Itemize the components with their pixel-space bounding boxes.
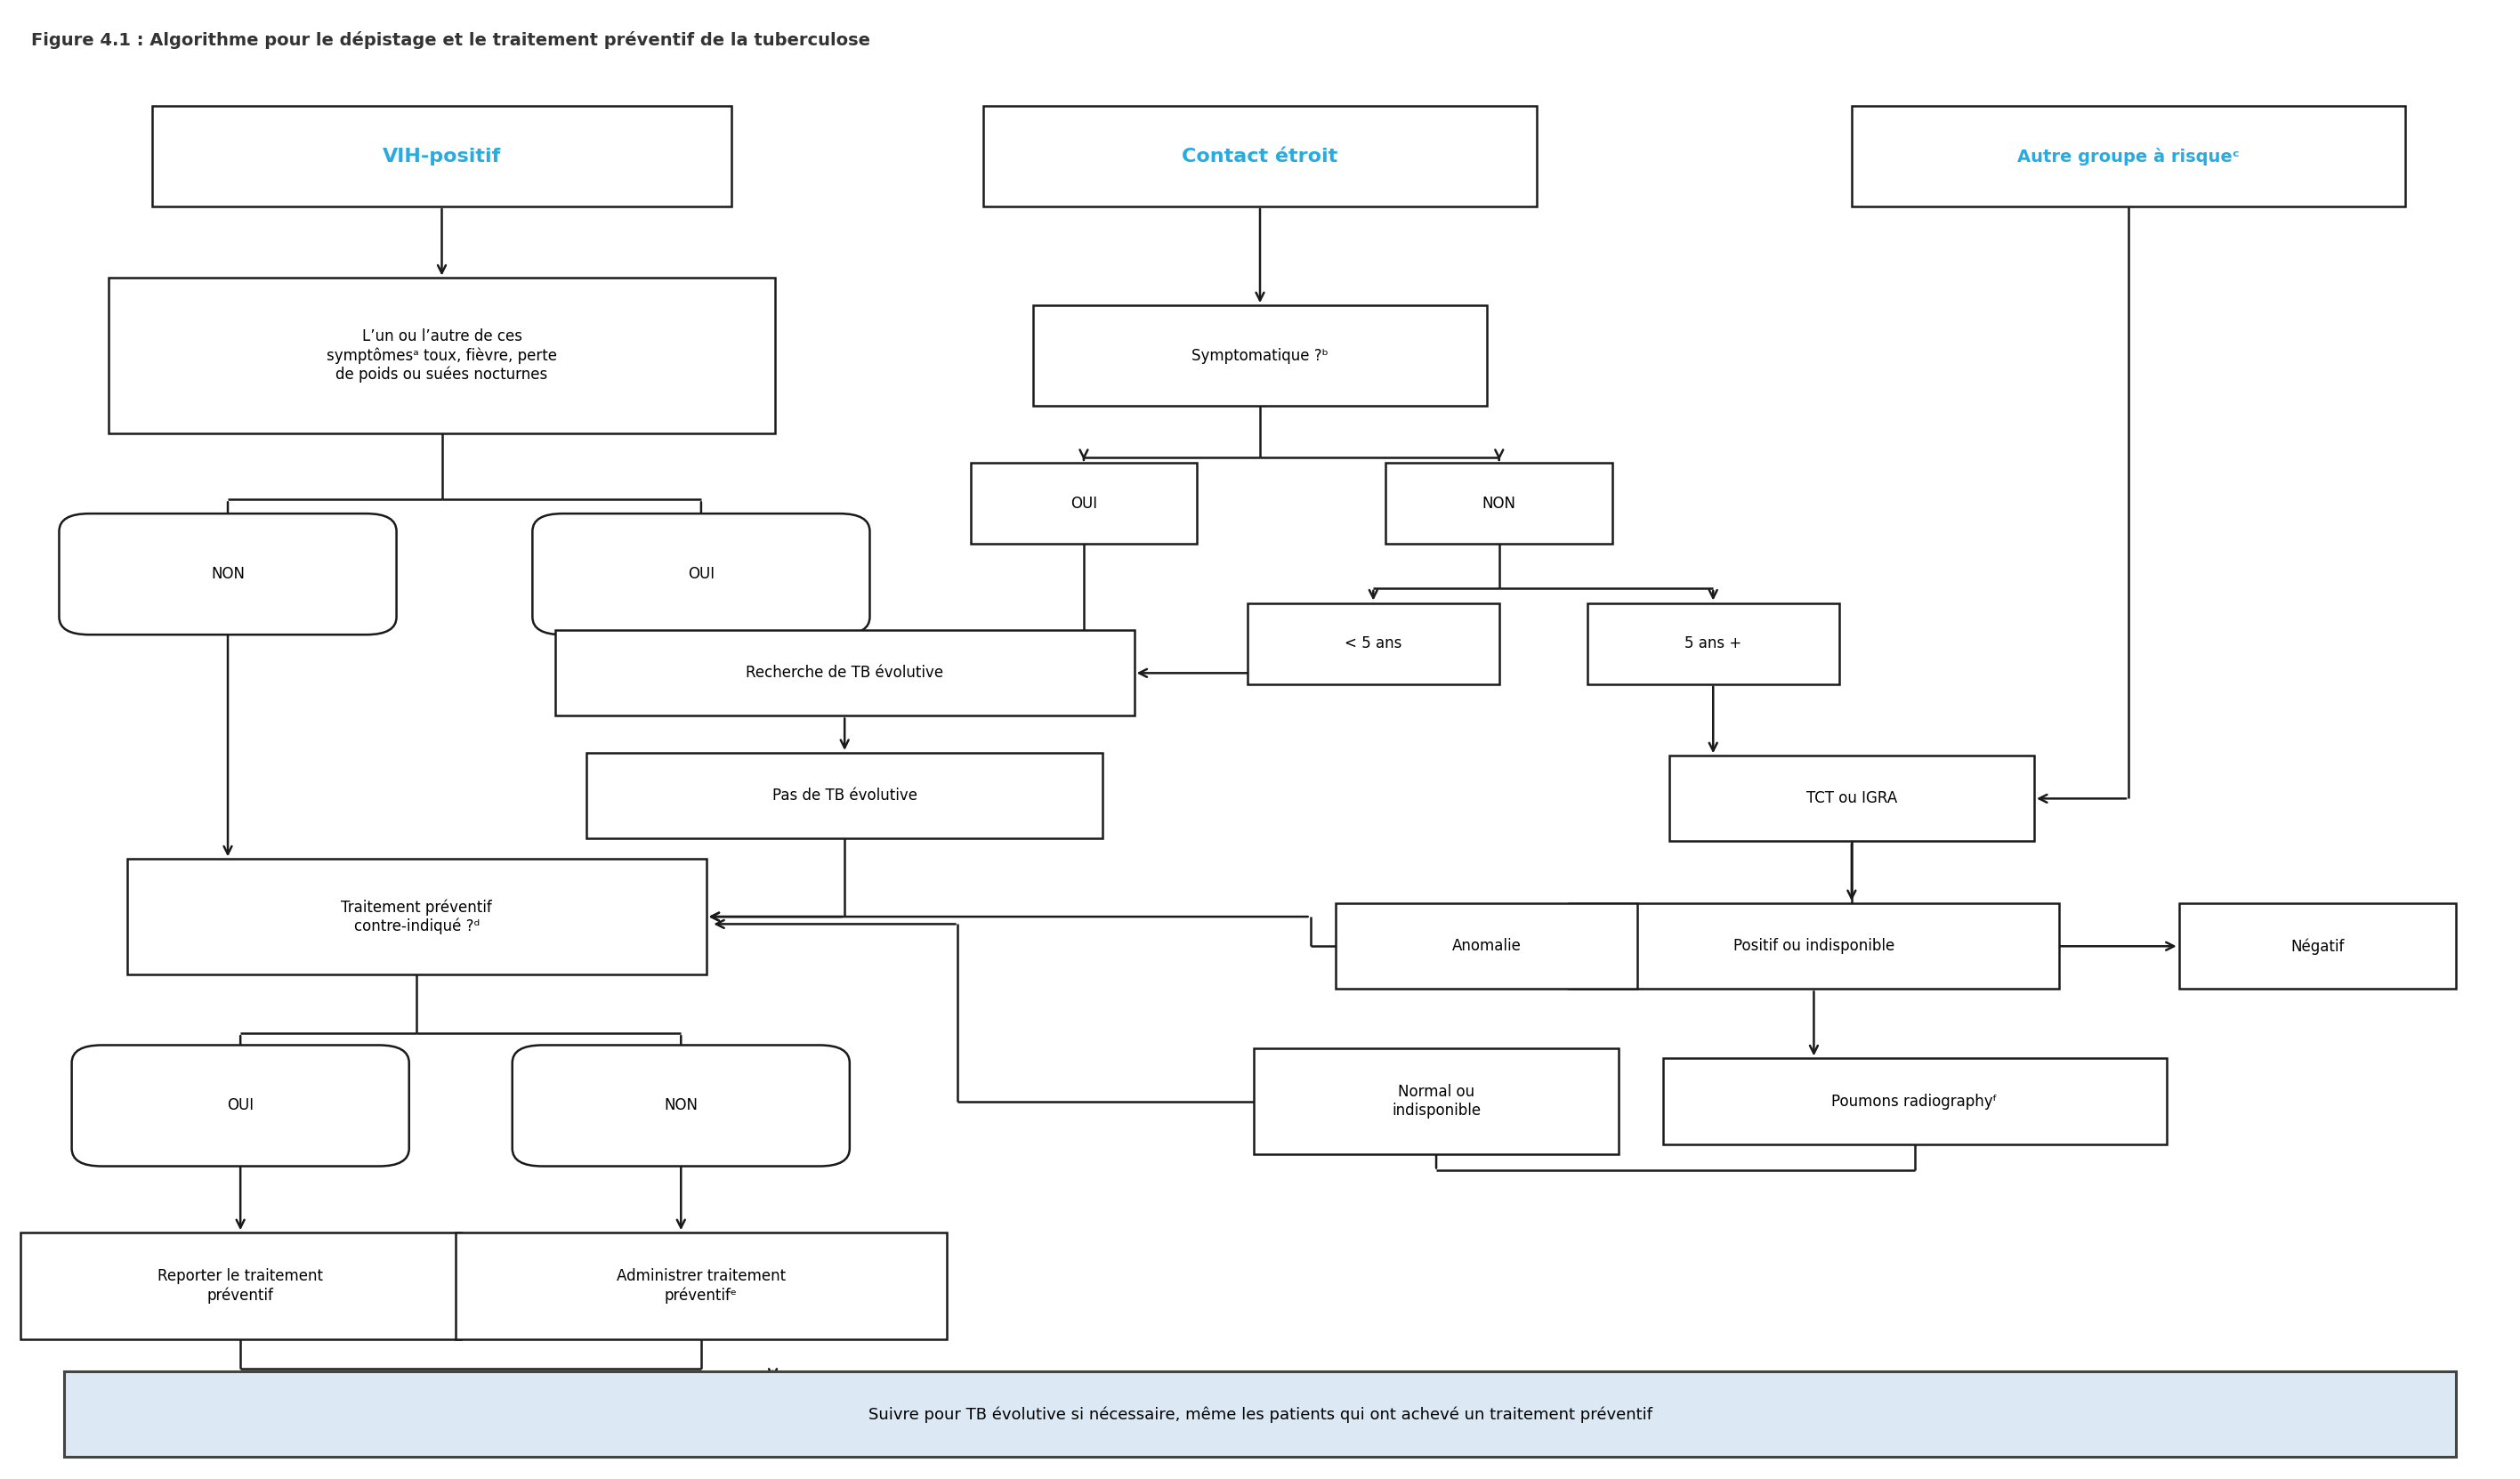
Text: Traitement préventif
contre-indiqué ?ᵈ: Traitement préventif contre-indiqué ?ᵈ	[340, 899, 491, 935]
FancyBboxPatch shape	[456, 1232, 948, 1338]
FancyBboxPatch shape	[151, 106, 731, 207]
FancyBboxPatch shape	[1567, 904, 2059, 989]
Text: Reporter le traitement
préventif: Reporter le traitement préventif	[159, 1269, 323, 1303]
Text: Anomalie: Anomalie	[1452, 938, 1522, 954]
Text: Pas de TB évolutive: Pas de TB évolutive	[771, 788, 917, 803]
FancyBboxPatch shape	[58, 513, 396, 634]
FancyBboxPatch shape	[20, 1232, 461, 1338]
Text: Figure 4.1 : Algorithme pour le dépistage et le traitement préventif de la tuber: Figure 4.1 : Algorithme pour le dépistag…	[30, 31, 869, 49]
Text: Positif ou indisponible: Positif ou indisponible	[1734, 938, 1895, 954]
FancyBboxPatch shape	[1852, 106, 2407, 207]
FancyBboxPatch shape	[512, 1046, 849, 1167]
Text: Recherche de TB évolutive: Recherche de TB évolutive	[746, 666, 942, 680]
FancyBboxPatch shape	[532, 513, 869, 634]
Text: L’un ou l’autre de ces
symptômesᵃ toux, fièvre, perte
de poids ou suées nocturne: L’un ou l’autre de ces symptômesᵃ toux, …	[328, 328, 557, 383]
FancyBboxPatch shape	[2180, 904, 2457, 989]
FancyBboxPatch shape	[1255, 1049, 1618, 1155]
Text: Normal ou
indisponible: Normal ou indisponible	[1391, 1084, 1482, 1118]
Text: < 5 ans: < 5 ans	[1346, 636, 1401, 652]
Text: Négatif: Négatif	[2291, 938, 2344, 954]
FancyBboxPatch shape	[71, 1046, 408, 1167]
Text: 5 ans +: 5 ans +	[1683, 636, 1741, 652]
FancyBboxPatch shape	[587, 753, 1104, 839]
FancyBboxPatch shape	[1588, 603, 1840, 685]
Text: NON: NON	[212, 566, 244, 583]
Text: Symptomatique ?ᵇ: Symptomatique ?ᵇ	[1192, 348, 1328, 364]
Text: OUI: OUI	[1071, 495, 1096, 512]
FancyBboxPatch shape	[1033, 305, 1487, 405]
FancyBboxPatch shape	[1336, 904, 1638, 989]
FancyBboxPatch shape	[108, 278, 776, 433]
Text: Poumons radiographyᶠ: Poumons radiographyᶠ	[1832, 1093, 1998, 1109]
Text: OUI: OUI	[227, 1097, 255, 1114]
Text: TCT ou IGRA: TCT ou IGRA	[1807, 791, 1898, 806]
FancyBboxPatch shape	[983, 106, 1537, 207]
FancyBboxPatch shape	[1663, 1059, 2167, 1145]
FancyBboxPatch shape	[1386, 463, 1613, 544]
Text: Administrer traitement
préventifᵉ: Administrer traitement préventifᵉ	[617, 1269, 786, 1303]
Text: Contact étroit: Contact étroit	[1182, 148, 1338, 166]
FancyBboxPatch shape	[1668, 756, 2034, 842]
FancyBboxPatch shape	[554, 630, 1134, 716]
Text: Autre groupe à risqueᶜ: Autre groupe à risqueᶜ	[2019, 148, 2240, 166]
FancyBboxPatch shape	[970, 463, 1197, 544]
Text: Suivre pour TB évolutive si nécessaire, même les patients qui ont achevé un trai: Suivre pour TB évolutive si nécessaire, …	[867, 1407, 1653, 1423]
FancyBboxPatch shape	[1247, 603, 1499, 685]
FancyBboxPatch shape	[126, 859, 706, 975]
Text: OUI: OUI	[688, 566, 716, 583]
Text: NON: NON	[665, 1097, 698, 1114]
Text: VIH-positif: VIH-positif	[383, 148, 501, 166]
Text: NON: NON	[1482, 495, 1517, 512]
FancyBboxPatch shape	[63, 1371, 2457, 1457]
